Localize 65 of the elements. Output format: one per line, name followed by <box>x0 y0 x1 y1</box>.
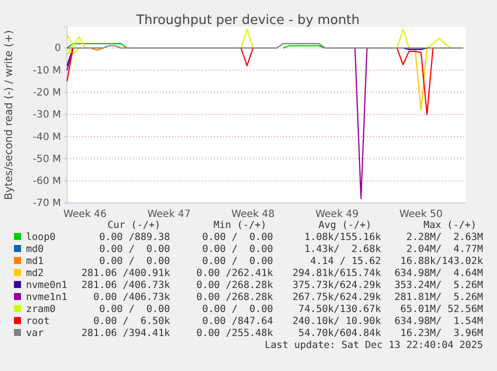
text: 0.00 /268.28k <box>196 280 274 291</box>
y-tick-label: -50 M <box>32 154 61 165</box>
text: Avg (-/+) <box>318 220 372 231</box>
text: 240.10k/ 10.90k <box>292 316 382 327</box>
x-tick-label: Week 50 <box>399 209 443 220</box>
text: 0.00 / 0.00 <box>202 244 274 255</box>
text: 634.98M/ 1.54M <box>394 316 484 327</box>
legend-label: var <box>26 328 44 339</box>
legend-label: root <box>26 316 50 327</box>
text: Last update: Sat Dec 13 22:40:04 2025 <box>264 340 484 351</box>
text: 0.00 /406.73k <box>93 292 170 303</box>
text: 16.23M/ 3.96M <box>400 328 484 339</box>
text: 281.06 /400.91k <box>82 268 170 279</box>
text: 16.88k/143.02k <box>400 256 484 267</box>
text: 4.14 / 15.62 <box>310 256 382 267</box>
text: 0.00 /255.48k <box>196 328 274 339</box>
text: 0.00 /889.38 <box>99 232 170 243</box>
legend-label: nvme1n1 <box>26 292 68 303</box>
text: 0.00 /262.41k <box>196 268 274 279</box>
text: 1.43k/ 2.68k <box>304 244 382 255</box>
legend-label: md2 <box>26 268 44 279</box>
text: 0.00 / 0.00 <box>202 256 274 267</box>
text: 2.28M/ 2.63M <box>406 232 484 243</box>
text: 0.00 /847.64 <box>202 316 274 327</box>
legend-label: md0 <box>26 244 44 255</box>
text: 0.00 /268.28k <box>196 292 274 303</box>
text: 281.06 /406.73k <box>82 280 170 291</box>
x-tick-label: Week 49 <box>315 209 359 220</box>
x-tick-label: Week 48 <box>231 209 275 220</box>
y-tick-label: -20 M <box>32 88 61 99</box>
text: Min (-/+) <box>213 220 267 231</box>
text: 2.04M/ 4.77M <box>406 244 484 255</box>
y-axis-title: Bytes/second read (-) / write (+) <box>3 30 15 200</box>
text: 1.08k/155.16k <box>304 232 382 243</box>
x-tick-label: Week 47 <box>147 209 191 220</box>
text: 0.00 / 0.00 <box>99 244 170 255</box>
legend-label: zram0 <box>26 304 56 315</box>
y-tick-label: -70 M <box>32 198 61 210</box>
text: Max (-/+) <box>423 220 477 231</box>
text: 65.01M/ 52.56M <box>400 304 484 315</box>
chart-title: Throughput per device - by month <box>135 13 360 28</box>
text: 0.00 / 0.00 <box>202 304 274 315</box>
legend-label: nvme0n1 <box>26 280 68 291</box>
x-tick-label: Week 46 <box>63 209 107 220</box>
text: 353.24M/ 5.26M <box>394 280 484 291</box>
text: Cur (-/+) <box>107 220 161 231</box>
y-tick-label: -10 M <box>32 65 61 76</box>
text: 74.50k/130.67k <box>298 304 382 315</box>
legend-label: md1 <box>26 256 44 267</box>
text: 0.00 / 0.00 <box>202 232 274 243</box>
text: 0.00 / 0.00 <box>99 304 170 315</box>
text: 54.70k/604.84k <box>298 328 382 339</box>
text: 294.81k/615.74k <box>292 268 382 279</box>
text: 281.81M/ 5.26M <box>394 292 484 303</box>
text: 634.98M/ 4.64M <box>394 268 484 279</box>
text: 267.75k/624.29k <box>292 292 382 303</box>
text: 375.73k/624.29k <box>292 280 382 291</box>
text: 0.00 / 0.00 <box>99 256 170 267</box>
text: 0.00 / 6.50k <box>93 316 170 327</box>
y-tick-label: -60 M <box>32 176 61 188</box>
text: 281.06 /394.41k <box>82 328 170 339</box>
y-tick-label: -40 M <box>32 132 61 143</box>
legend-label: loop0 <box>26 232 56 243</box>
y-tick-label: -30 M <box>32 110 61 121</box>
y-tick-label: 0 <box>54 43 61 54</box>
